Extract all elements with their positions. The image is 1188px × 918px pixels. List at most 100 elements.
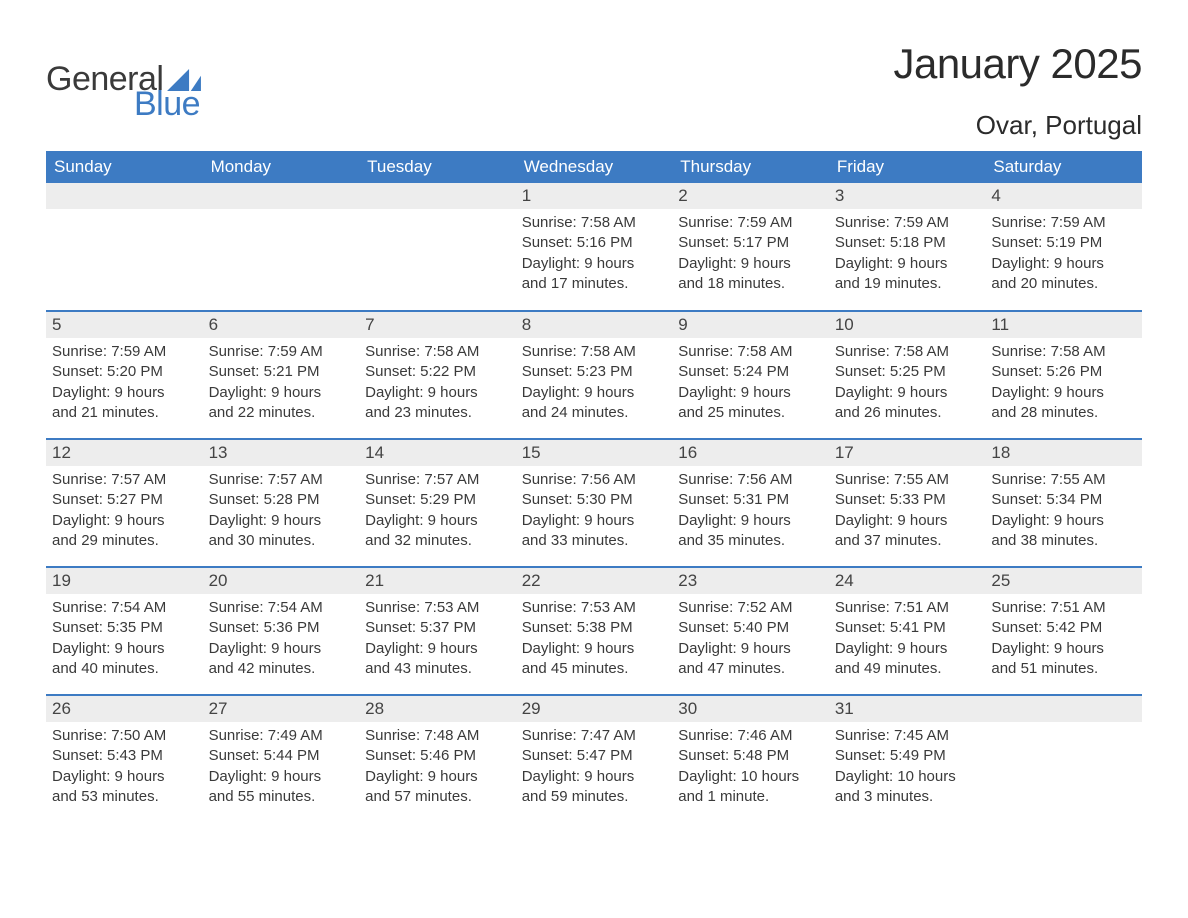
sunrise-line: Sunrise: 7:58 AM (522, 342, 667, 362)
day-number: 23 (672, 568, 829, 594)
sunset-line: Sunset: 5:27 PM (52, 490, 197, 510)
logo-text-blue: Blue (134, 85, 201, 124)
day-number: 25 (985, 568, 1142, 594)
day-body: Sunrise: 7:59 AMSunset: 5:17 PMDaylight:… (672, 209, 829, 304)
day-number: 16 (672, 440, 829, 466)
sunrise-line: Sunrise: 7:59 AM (209, 342, 354, 362)
sunset-line: Sunset: 5:36 PM (209, 618, 354, 638)
day-body: Sunrise: 7:51 AMSunset: 5:42 PMDaylight:… (985, 594, 1142, 689)
daylight-line-1: Daylight: 9 hours (678, 511, 823, 531)
calendar-head: Sunday Monday Tuesday Wednesday Thursday… (46, 151, 1142, 183)
day-number: 11 (985, 312, 1142, 338)
day-body: Sunrise: 7:46 AMSunset: 5:48 PMDaylight:… (672, 722, 829, 817)
sunset-line: Sunset: 5:42 PM (991, 618, 1136, 638)
day-number: 9 (672, 312, 829, 338)
location-label: Ovar, Portugal (893, 110, 1142, 141)
sunrise-line: Sunrise: 7:51 AM (991, 598, 1136, 618)
day-cell: 1Sunrise: 7:58 AMSunset: 5:16 PMDaylight… (516, 183, 673, 311)
sunset-line: Sunset: 5:16 PM (522, 233, 667, 253)
sunset-line: Sunset: 5:38 PM (522, 618, 667, 638)
empty-daynum (359, 183, 516, 209)
daylight-line-1: Daylight: 9 hours (991, 511, 1136, 531)
logo: General Blue (46, 60, 201, 124)
day-number: 10 (829, 312, 986, 338)
daylight-line-1: Daylight: 9 hours (991, 383, 1136, 403)
daylight-line-2: and 25 minutes. (678, 403, 823, 423)
day-cell: 11Sunrise: 7:58 AMSunset: 5:26 PMDayligh… (985, 311, 1142, 439)
col-wednesday: Wednesday (516, 151, 673, 183)
day-body: Sunrise: 7:49 AMSunset: 5:44 PMDaylight:… (203, 722, 360, 817)
day-number: 13 (203, 440, 360, 466)
sunset-line: Sunset: 5:46 PM (365, 746, 510, 766)
sunset-line: Sunset: 5:43 PM (52, 746, 197, 766)
daylight-line-2: and 43 minutes. (365, 659, 510, 679)
day-number: 2 (672, 183, 829, 209)
daylight-line-1: Daylight: 9 hours (365, 767, 510, 787)
sunset-line: Sunset: 5:40 PM (678, 618, 823, 638)
daylight-line-1: Daylight: 9 hours (209, 383, 354, 403)
day-body: Sunrise: 7:57 AMSunset: 5:27 PMDaylight:… (46, 466, 203, 561)
day-body: Sunrise: 7:59 AMSunset: 5:21 PMDaylight:… (203, 338, 360, 433)
daylight-line-2: and 59 minutes. (522, 787, 667, 807)
sunrise-line: Sunrise: 7:56 AM (522, 470, 667, 490)
calendar-table: Sunday Monday Tuesday Wednesday Thursday… (46, 151, 1142, 823)
col-monday: Monday (203, 151, 360, 183)
week-row: 1Sunrise: 7:58 AMSunset: 5:16 PMDaylight… (46, 183, 1142, 311)
daylight-line-2: and 32 minutes. (365, 531, 510, 551)
day-cell: 22Sunrise: 7:53 AMSunset: 5:38 PMDayligh… (516, 567, 673, 695)
sunrise-line: Sunrise: 7:55 AM (991, 470, 1136, 490)
day-cell: 3Sunrise: 7:59 AMSunset: 5:18 PMDaylight… (829, 183, 986, 311)
day-body: Sunrise: 7:56 AMSunset: 5:31 PMDaylight:… (672, 466, 829, 561)
daylight-line-1: Daylight: 9 hours (678, 639, 823, 659)
title-block: January 2025 Ovar, Portugal (893, 40, 1142, 141)
week-row: 19Sunrise: 7:54 AMSunset: 5:35 PMDayligh… (46, 567, 1142, 695)
day-number: 21 (359, 568, 516, 594)
day-body: Sunrise: 7:58 AMSunset: 5:25 PMDaylight:… (829, 338, 986, 433)
sunset-line: Sunset: 5:17 PM (678, 233, 823, 253)
col-friday: Friday (829, 151, 986, 183)
sunset-line: Sunset: 5:25 PM (835, 362, 980, 382)
day-cell: 26Sunrise: 7:50 AMSunset: 5:43 PMDayligh… (46, 695, 203, 823)
sunset-line: Sunset: 5:41 PM (835, 618, 980, 638)
daylight-line-2: and 53 minutes. (52, 787, 197, 807)
daylight-line-1: Daylight: 9 hours (991, 254, 1136, 274)
day-cell: 8Sunrise: 7:58 AMSunset: 5:23 PMDaylight… (516, 311, 673, 439)
empty-daynum (203, 183, 360, 209)
day-number: 19 (46, 568, 203, 594)
daylight-line-1: Daylight: 9 hours (835, 511, 980, 531)
daylight-line-1: Daylight: 9 hours (678, 254, 823, 274)
sunset-line: Sunset: 5:37 PM (365, 618, 510, 638)
day-cell: 5Sunrise: 7:59 AMSunset: 5:20 PMDaylight… (46, 311, 203, 439)
day-number: 3 (829, 183, 986, 209)
daylight-line-2: and 23 minutes. (365, 403, 510, 423)
day-cell: 31Sunrise: 7:45 AMSunset: 5:49 PMDayligh… (829, 695, 986, 823)
sunset-line: Sunset: 5:31 PM (678, 490, 823, 510)
day-number: 15 (516, 440, 673, 466)
day-cell: 9Sunrise: 7:58 AMSunset: 5:24 PMDaylight… (672, 311, 829, 439)
day-body: Sunrise: 7:59 AMSunset: 5:18 PMDaylight:… (829, 209, 986, 304)
sunrise-line: Sunrise: 7:57 AM (52, 470, 197, 490)
daylight-line-1: Daylight: 10 hours (678, 767, 823, 787)
daylight-line-1: Daylight: 9 hours (209, 639, 354, 659)
col-tuesday: Tuesday (359, 151, 516, 183)
day-body: Sunrise: 7:58 AMSunset: 5:22 PMDaylight:… (359, 338, 516, 433)
day-cell: 7Sunrise: 7:58 AMSunset: 5:22 PMDaylight… (359, 311, 516, 439)
sunset-line: Sunset: 5:47 PM (522, 746, 667, 766)
day-cell: 25Sunrise: 7:51 AMSunset: 5:42 PMDayligh… (985, 567, 1142, 695)
sunrise-line: Sunrise: 7:58 AM (991, 342, 1136, 362)
sunrise-line: Sunrise: 7:50 AM (52, 726, 197, 746)
day-cell: 6Sunrise: 7:59 AMSunset: 5:21 PMDaylight… (203, 311, 360, 439)
daylight-line-2: and 19 minutes. (835, 274, 980, 294)
daylight-line-2: and 26 minutes. (835, 403, 980, 423)
sunrise-line: Sunrise: 7:54 AM (209, 598, 354, 618)
day-body: Sunrise: 7:54 AMSunset: 5:36 PMDaylight:… (203, 594, 360, 689)
day-number: 31 (829, 696, 986, 722)
sunrise-line: Sunrise: 7:57 AM (209, 470, 354, 490)
day-number: 7 (359, 312, 516, 338)
daylight-line-1: Daylight: 9 hours (835, 254, 980, 274)
sunrise-line: Sunrise: 7:58 AM (365, 342, 510, 362)
sunrise-line: Sunrise: 7:58 AM (835, 342, 980, 362)
daylight-line-1: Daylight: 9 hours (52, 639, 197, 659)
week-row: 5Sunrise: 7:59 AMSunset: 5:20 PMDaylight… (46, 311, 1142, 439)
daylight-line-1: Daylight: 9 hours (835, 639, 980, 659)
